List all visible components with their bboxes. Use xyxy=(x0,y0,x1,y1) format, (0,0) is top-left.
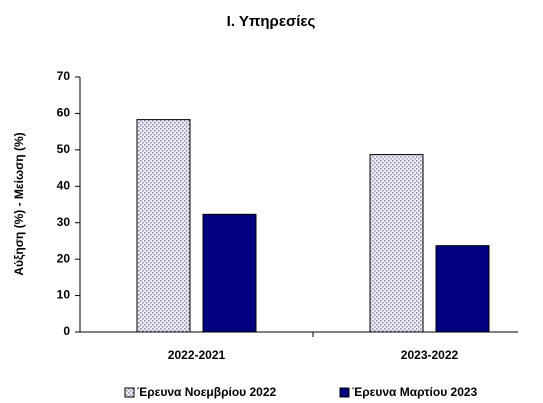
y-tick-label: 40 xyxy=(57,178,71,192)
bar xyxy=(435,245,490,333)
y-axis-label: Αύξηση (%) - Μείωση (%) xyxy=(12,132,26,275)
y-tick-label: 30 xyxy=(57,215,71,229)
chart-title: Ι. Υπηρεσίες xyxy=(227,13,316,30)
bar xyxy=(136,119,191,333)
y-tick-label: 20 xyxy=(57,251,71,265)
y-tick-label: 0 xyxy=(63,324,70,338)
y-tick-label: 50 xyxy=(57,142,71,156)
legend-swatch xyxy=(339,387,350,398)
legend-label: Έρευνα Νοεμβρίου 2022 xyxy=(137,385,277,399)
y-tick-label: 60 xyxy=(57,106,71,120)
y-tick-label: 10 xyxy=(57,288,71,302)
bar xyxy=(202,213,257,333)
bar xyxy=(369,154,424,333)
y-tick-label: 70 xyxy=(57,69,71,83)
legend-swatch xyxy=(124,387,135,398)
x-tick-label: 2022-2021 xyxy=(168,348,226,362)
legend-label: Έρευνα Μαρτίου 2023 xyxy=(352,385,478,399)
x-tick-label: 2023-2022 xyxy=(401,348,459,362)
